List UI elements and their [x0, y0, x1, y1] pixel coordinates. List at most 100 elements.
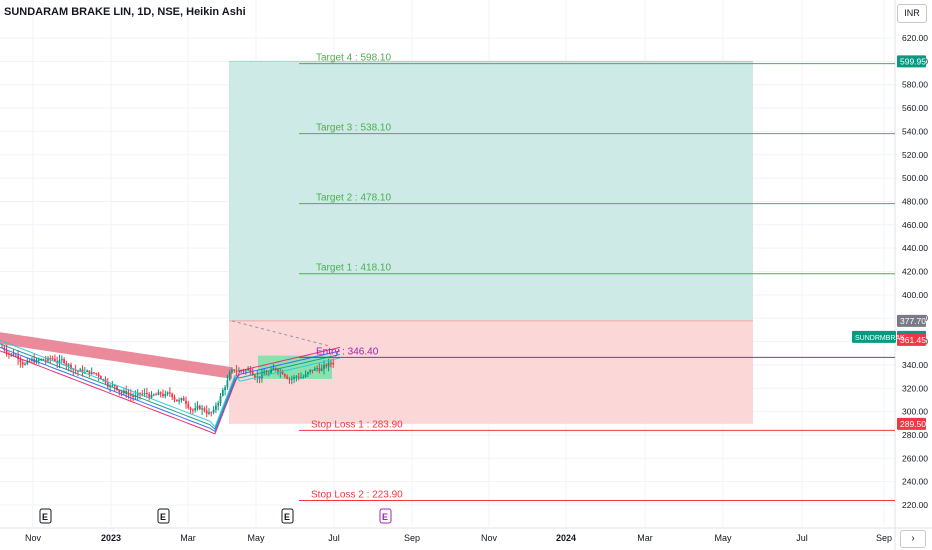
earnings-label: E	[42, 512, 48, 522]
earnings-label: E	[160, 512, 166, 522]
y-tick-label: 580.00	[902, 80, 928, 90]
candle-body	[150, 395, 153, 398]
stop-loss-1-label: Stop Loss 1 : 283.90	[311, 419, 403, 430]
candle-body	[175, 399, 178, 402]
candle-body	[113, 384, 116, 387]
candle-body	[235, 370, 238, 372]
candle-body	[318, 367, 321, 371]
candle-body	[86, 370, 88, 373]
moving-average-line	[0, 343, 341, 430]
candle-body	[267, 373, 270, 375]
candle-body	[242, 370, 245, 372]
earnings-marker[interactable]	[157, 508, 170, 524]
earnings-label: E	[284, 512, 290, 522]
candle-body	[330, 362, 332, 364]
candle-body	[152, 394, 155, 396]
candle-body	[327, 362, 330, 367]
candle-body	[132, 395, 134, 397]
candle-body	[169, 392, 171, 394]
candle-body	[74, 369, 77, 371]
y-tick-label: 220.00	[902, 500, 928, 510]
candle-body	[332, 362, 335, 365]
y-axis: 620.00600.00580.00560.00540.00520.00500.…	[902, 33, 928, 510]
candle-body	[189, 407, 192, 410]
y-tick-label: 480.00	[902, 196, 928, 206]
price-tag	[897, 333, 926, 346]
cloud-band	[0, 332, 232, 379]
candle-body	[309, 369, 312, 373]
candle-body	[224, 387, 226, 390]
target-3-label: Target 3 : 538.10	[316, 123, 391, 134]
candle-body	[297, 376, 300, 378]
candle-body	[157, 392, 160, 395]
candle-body	[49, 357, 52, 359]
candle-body	[300, 377, 302, 379]
candle-body	[100, 376, 102, 380]
candle-body	[37, 359, 40, 361]
x-tick-label: Sep	[876, 533, 892, 543]
candle-body	[228, 372, 231, 381]
candle-body	[148, 394, 151, 398]
candle-body	[166, 392, 169, 395]
candle-body	[251, 372, 254, 376]
candle-body	[162, 393, 164, 397]
candle-body	[159, 392, 162, 394]
candle-body	[208, 412, 210, 414]
position-zones	[229, 60, 753, 424]
candle-body	[258, 376, 261, 379]
candle-body	[10, 353, 13, 355]
candle-body	[205, 410, 208, 414]
candle-body	[129, 394, 132, 396]
candle-body	[203, 408, 206, 411]
x-tick-label: 2023	[101, 533, 121, 543]
earnings-marker[interactable]	[39, 508, 52, 524]
candle-body	[226, 380, 229, 388]
candle-body	[146, 393, 148, 395]
y-tick-label: 260.00	[902, 453, 928, 463]
moving-average-line	[0, 346, 341, 435]
candle-body	[212, 409, 215, 413]
candle-body	[95, 372, 98, 374]
x-tick-label: Jul	[328, 533, 340, 543]
candle-body	[281, 371, 284, 375]
candle-body	[139, 392, 141, 394]
y-tick-label: 620.00	[902, 33, 928, 43]
candle-body	[210, 412, 213, 414]
candle-body	[70, 364, 72, 369]
candle-body	[217, 402, 220, 406]
candle-body	[219, 396, 222, 403]
x-tick-label: Sep	[404, 533, 420, 543]
candle-body	[201, 408, 203, 410]
candle-body	[42, 359, 45, 361]
earnings-marker[interactable]	[281, 508, 294, 524]
candle-body	[5, 349, 8, 354]
symbol-tag	[852, 330, 896, 343]
candle-body	[249, 368, 252, 373]
candle-body	[63, 359, 65, 364]
price-tag	[897, 417, 926, 430]
x-tick-label: May	[714, 533, 732, 543]
earnings-marker[interactable]	[379, 508, 392, 524]
candle-body	[231, 369, 233, 373]
scroll-to-realtime-icon[interactable]: ›	[900, 530, 926, 548]
candle-body	[155, 394, 157, 396]
currency-selector[interactable]: INR	[897, 4, 927, 23]
candle-body	[274, 368, 277, 370]
x-tick-label: Nov	[25, 533, 42, 543]
y-tick-label: 520.00	[902, 150, 928, 160]
y-tick-label: 420.00	[902, 267, 928, 277]
candles	[0, 339, 341, 435]
price-tag	[897, 55, 926, 68]
candle-body	[180, 398, 183, 401]
candle-body	[58, 360, 61, 364]
candle-body	[304, 374, 307, 377]
candle-body	[51, 358, 54, 360]
candle-body	[111, 384, 114, 386]
candle-body	[313, 368, 316, 371]
candle-body	[277, 369, 279, 373]
x-tick-label: Jul	[796, 533, 808, 543]
candle-body	[12, 353, 15, 356]
candle-body	[90, 372, 93, 374]
